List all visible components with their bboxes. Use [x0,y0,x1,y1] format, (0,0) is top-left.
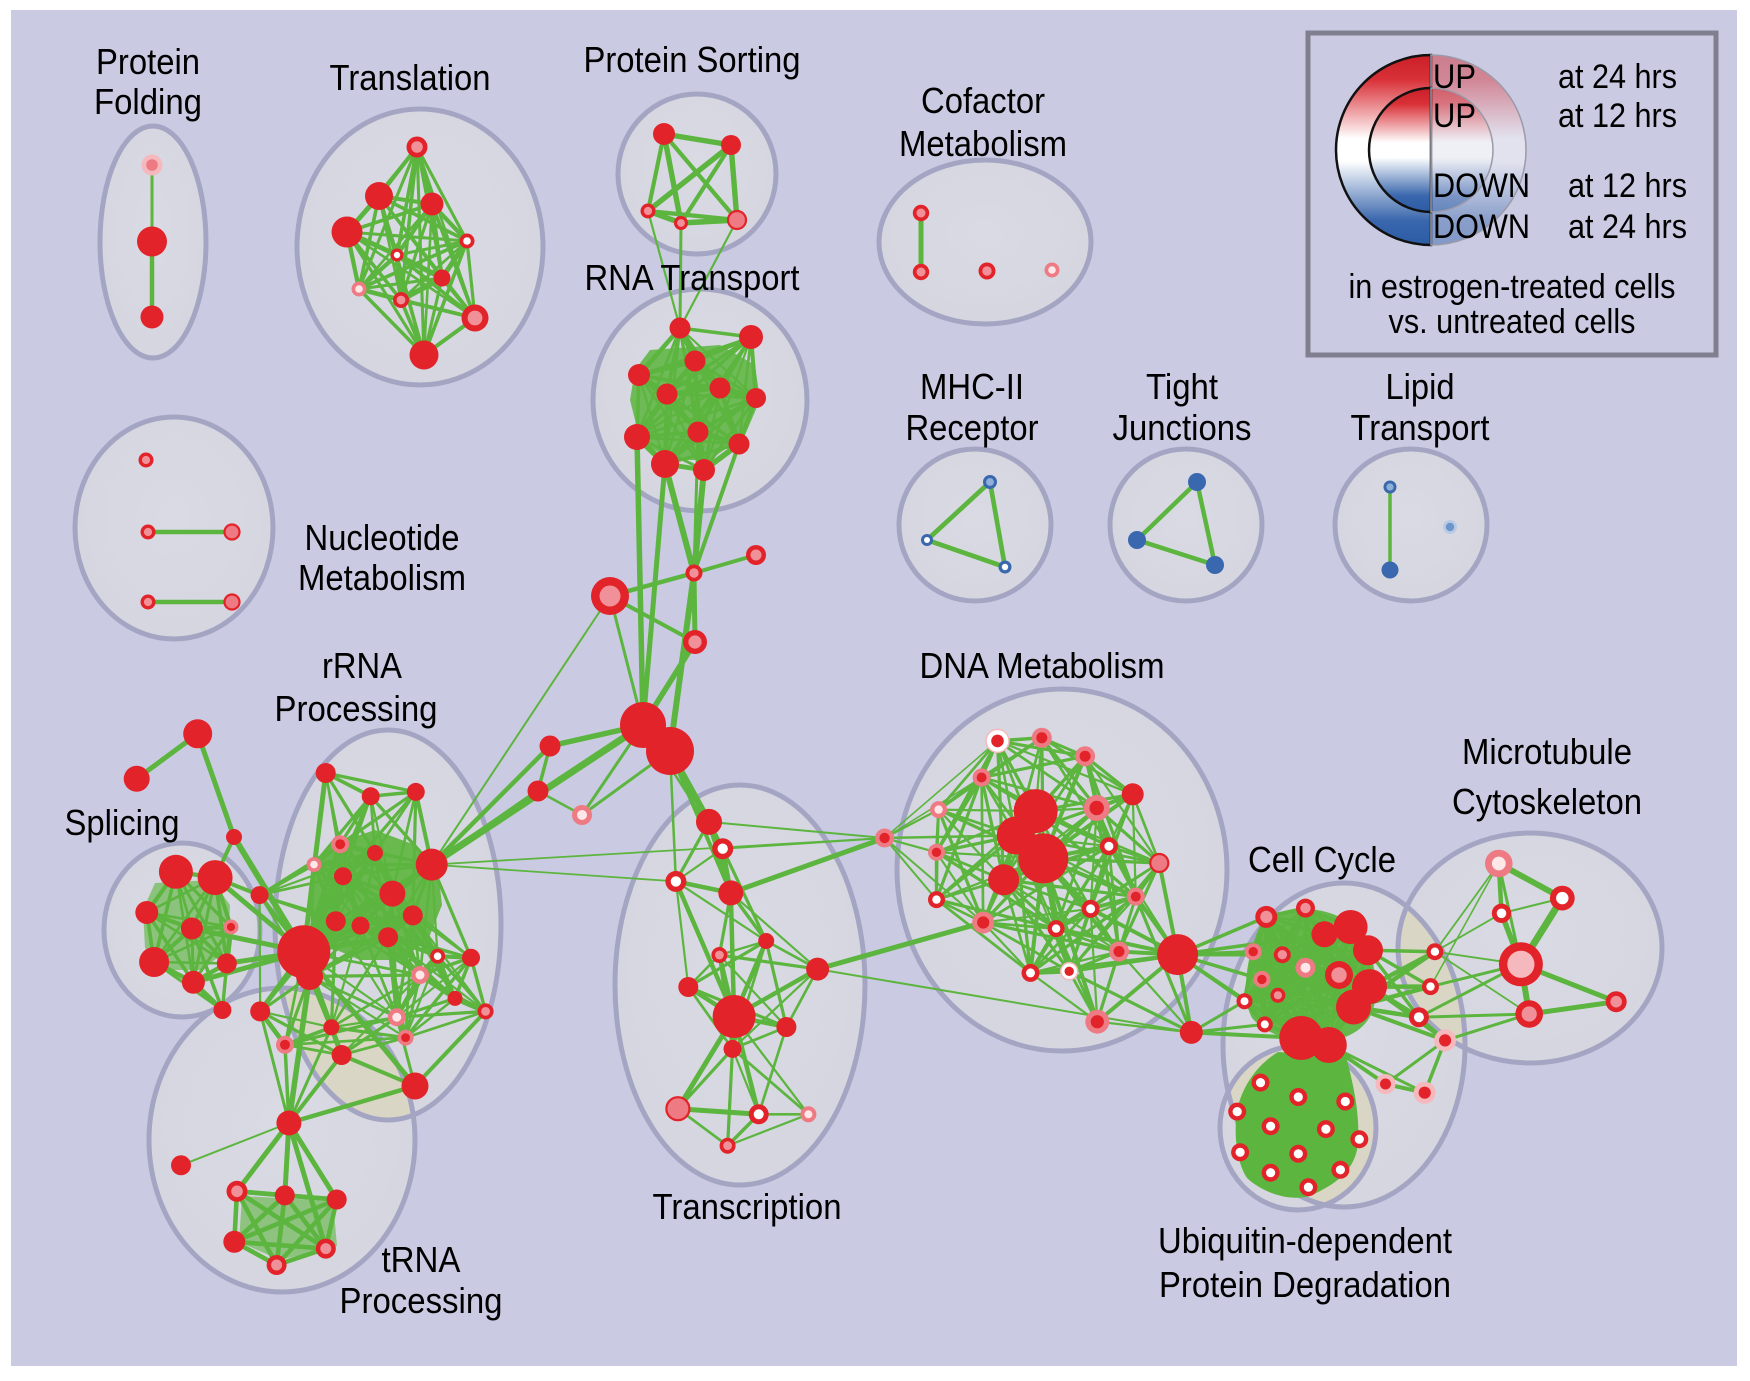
svg-text:in estrogen-treated cells: in estrogen-treated cells [1349,268,1676,306]
svg-text:Processing: Processing [340,1280,503,1321]
svg-text:UP: UP [1433,58,1476,96]
svg-text:DOWN: DOWN [1433,208,1530,246]
svg-text:Splicing: Splicing [65,802,180,843]
svg-text:Tight: Tight [1146,366,1218,407]
svg-text:DOWN: DOWN [1433,167,1530,205]
svg-text:Protein Sorting: Protein Sorting [584,39,801,80]
svg-text:Cytoskeleton: Cytoskeleton [1452,781,1642,822]
svg-text:Metabolism: Metabolism [899,123,1067,164]
svg-text:Lipid: Lipid [1386,366,1455,407]
svg-text:Microtubule: Microtubule [1462,731,1632,772]
svg-text:tRNA: tRNA [382,1239,462,1280]
svg-text:RNA Transport: RNA Transport [585,257,800,298]
svg-text:rRNA: rRNA [322,645,403,686]
svg-text:Metabolism: Metabolism [298,557,466,598]
svg-text:at 24 hrs: at 24 hrs [1568,208,1687,246]
svg-text:Protein: Protein [96,41,200,82]
svg-text:Folding: Folding [94,81,202,122]
svg-text:Transport: Transport [1351,407,1490,448]
svg-text:Translation: Translation [330,57,491,98]
svg-text:Protein Degradation: Protein Degradation [1159,1264,1451,1305]
svg-text:Transcription: Transcription [653,1186,842,1227]
svg-text:vs. untreated cells: vs. untreated cells [1389,303,1636,341]
svg-text:Cell Cycle: Cell Cycle [1248,839,1396,880]
svg-text:Receptor: Receptor [906,407,1039,448]
svg-text:at 24 hrs: at 24 hrs [1558,58,1677,96]
svg-text:Cofactor: Cofactor [921,80,1045,121]
svg-text:Junctions: Junctions [1113,407,1252,448]
svg-text:DNA Metabolism: DNA Metabolism [920,645,1165,686]
svg-text:Nucleotide: Nucleotide [305,517,460,558]
svg-text:UP: UP [1433,97,1476,135]
svg-text:at 12 hrs: at 12 hrs [1568,167,1687,205]
svg-text:Ubiquitin-dependent: Ubiquitin-dependent [1158,1220,1452,1261]
svg-text:Processing: Processing [275,688,438,729]
svg-text:MHC-II: MHC-II [920,366,1024,407]
svg-text:at 12 hrs: at 12 hrs [1558,97,1677,135]
